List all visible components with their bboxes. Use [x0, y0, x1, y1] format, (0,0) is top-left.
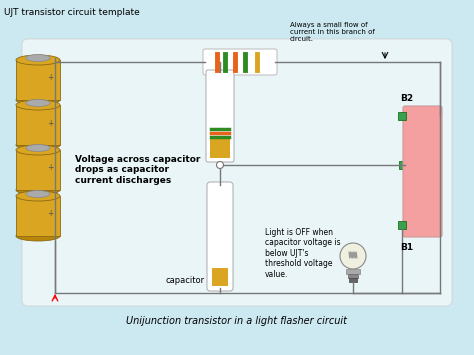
Ellipse shape	[16, 100, 60, 110]
Text: Unijunction transistor in a light flasher circuit: Unijunction transistor in a light flashe…	[127, 316, 347, 326]
Bar	[348, 274, 358, 278]
FancyBboxPatch shape	[398, 221, 406, 229]
Ellipse shape	[16, 140, 60, 150]
FancyBboxPatch shape	[399, 161, 406, 169]
Ellipse shape	[26, 55, 50, 61]
Ellipse shape	[16, 231, 60, 241]
Ellipse shape	[26, 144, 50, 152]
FancyBboxPatch shape	[206, 70, 234, 162]
Ellipse shape	[16, 95, 60, 105]
FancyBboxPatch shape	[398, 112, 406, 120]
Text: UJT transistor circuit template: UJT transistor circuit template	[4, 8, 140, 17]
FancyBboxPatch shape	[203, 49, 277, 75]
Text: +: +	[47, 119, 53, 127]
Circle shape	[217, 162, 224, 169]
Bar	[349, 278, 357, 282]
Ellipse shape	[16, 191, 60, 201]
Bar	[212, 268, 228, 286]
FancyBboxPatch shape	[403, 106, 442, 237]
Ellipse shape	[16, 145, 60, 155]
Bar	[210, 138, 230, 158]
Text: +: +	[47, 73, 53, 82]
Bar	[16, 60, 60, 100]
FancyBboxPatch shape	[22, 39, 452, 306]
Ellipse shape	[16, 55, 60, 65]
Text: B1: B1	[400, 243, 413, 252]
Ellipse shape	[26, 191, 50, 197]
Text: +: +	[47, 209, 53, 218]
Ellipse shape	[26, 99, 50, 106]
Bar	[346, 269, 360, 274]
Text: Light is OFF when
capacitor voltage is
below UJT's
threshold voltage
value.: Light is OFF when capacitor voltage is b…	[265, 228, 341, 279]
Bar	[16, 196, 60, 236]
Circle shape	[340, 243, 366, 269]
Bar	[16, 105, 60, 145]
Text: capacitor: capacitor	[165, 276, 205, 285]
FancyBboxPatch shape	[207, 182, 233, 291]
Ellipse shape	[16, 185, 60, 195]
Text: Always a small flow of
current in this branch of
circuit.: Always a small flow of current in this b…	[290, 22, 375, 42]
Text: Voltage across capacitor
drops as capacitor
current discharges: Voltage across capacitor drops as capaci…	[75, 155, 201, 185]
Text: B2: B2	[400, 94, 413, 103]
Bar	[16, 150, 60, 190]
Text: +: +	[47, 164, 53, 173]
